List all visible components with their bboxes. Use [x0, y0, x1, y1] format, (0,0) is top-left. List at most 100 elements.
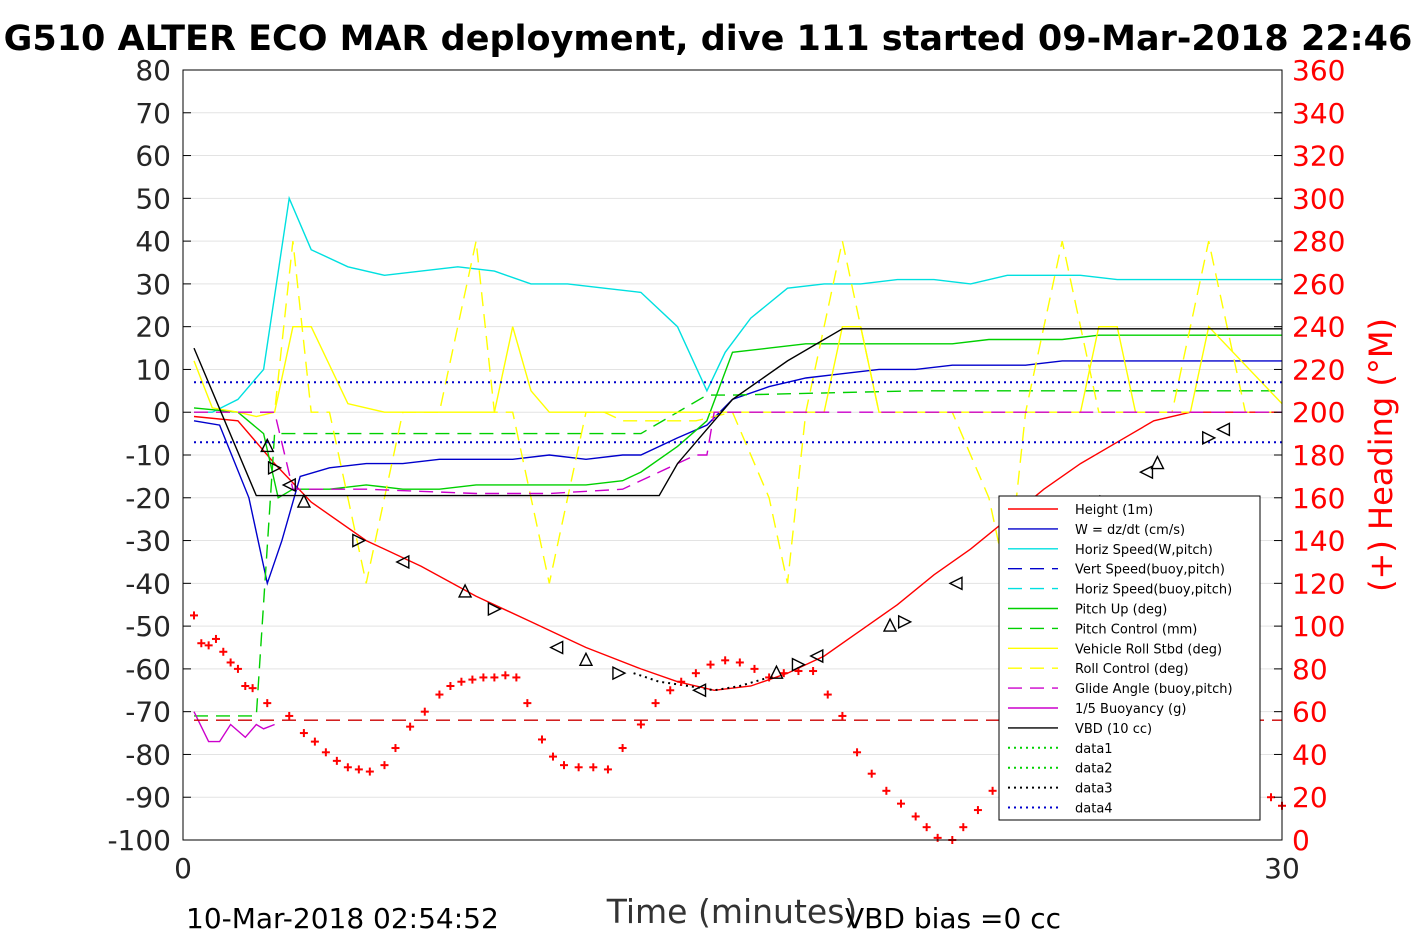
left-tick-label: 70	[135, 97, 171, 130]
event-marker	[352, 533, 367, 548]
left-tick-label: -90	[125, 781, 171, 814]
heading-point	[446, 682, 455, 690]
heading-point	[299, 729, 308, 738]
legend-label: Horiz Speed(W,pitch)	[1075, 543, 1213, 558]
heading-point	[457, 677, 466, 686]
left-tick-label: -10	[125, 439, 171, 472]
x-axis-label: Time (minutes)	[606, 892, 858, 931]
heading-point	[559, 761, 568, 770]
heading-point	[365, 767, 374, 776]
right-tick-label: 120	[1292, 567, 1345, 600]
right-tick-label: 0	[1292, 824, 1310, 857]
heading-point	[204, 641, 213, 650]
left-tick-label: -30	[125, 525, 171, 558]
legend-label: data1	[1075, 742, 1113, 757]
heading-point	[211, 634, 220, 643]
legend-label: 1/5 Buoyancy (g)	[1075, 702, 1186, 717]
legend-label: data4	[1075, 802, 1113, 817]
legend-label: Horiz Speed(buoy,pitch)	[1075, 583, 1232, 598]
heading-point	[391, 744, 400, 753]
event-marker	[1138, 464, 1154, 480]
heading-point	[354, 765, 363, 774]
event-marker	[395, 554, 410, 570]
heading-point	[882, 786, 891, 795]
left-tick-label: -40	[125, 567, 171, 600]
left-tick-label: 30	[135, 268, 171, 301]
heading-point	[823, 690, 832, 699]
event-marker	[897, 614, 913, 629]
right-tick-label: 300	[1292, 182, 1345, 215]
heading-point	[618, 744, 627, 753]
legend-box	[998, 495, 1261, 821]
legend-label: Vehicle Roll Stbd (deg)	[1075, 642, 1222, 657]
right-tick-label: 320	[1292, 140, 1345, 173]
left-tick-label: 80	[135, 54, 171, 87]
heading-point	[479, 673, 488, 682]
right-tick-label: 360	[1292, 54, 1345, 87]
x-axis-ticks: 0 30	[174, 832, 1300, 885]
chart-title: G510 ALTER ECO MAR deployment, dive 111 …	[4, 19, 1413, 59]
right-tick-label: 100	[1292, 610, 1345, 643]
event-marker	[1150, 454, 1165, 470]
right-tick-label: 160	[1292, 482, 1345, 515]
left-tick-label: 10	[135, 353, 171, 386]
legend-label: Pitch Up (deg)	[1075, 603, 1167, 618]
event-marker	[457, 583, 473, 598]
left-tick-label: -50	[125, 610, 171, 643]
heading-point	[523, 699, 532, 708]
left-tick-label: -20	[125, 482, 171, 515]
right-tick-label: 20	[1292, 781, 1328, 814]
heading-point	[779, 669, 788, 678]
heading-point	[933, 833, 942, 842]
legend-label: Height (1m)	[1075, 503, 1153, 518]
heading-point	[636, 720, 645, 729]
series-line	[193, 360, 1282, 586]
right-tick-label: 240	[1292, 311, 1345, 344]
heading-point	[765, 673, 774, 682]
x-tick-label: 0	[174, 852, 192, 885]
heading-point	[574, 763, 583, 772]
heading-point	[197, 639, 206, 648]
legend-label: Pitch Control (mm)	[1075, 622, 1197, 637]
series-line	[193, 328, 1282, 497]
heading-point	[651, 699, 660, 708]
heading-point	[219, 647, 228, 656]
left-tick-label: -100	[107, 824, 171, 857]
event-marker	[791, 657, 807, 672]
event-marker	[296, 493, 312, 508]
heading-point	[988, 786, 997, 795]
heading-point	[490, 673, 499, 682]
legend-label: data2	[1075, 762, 1113, 777]
legend-label: Vert Speed(buoy,pitch)	[1075, 563, 1225, 578]
series-line	[193, 711, 275, 743]
heading-point	[538, 735, 547, 744]
event-marker	[948, 576, 963, 591]
heading-point	[468, 675, 477, 684]
x-tick-label: 30	[1264, 852, 1300, 885]
right-tick-label: 40	[1292, 738, 1328, 771]
series-line	[194, 195, 1282, 413]
heading-point	[853, 748, 862, 757]
series-line	[194, 411, 1282, 495]
heading-point	[973, 806, 982, 815]
heading-point	[677, 677, 686, 686]
heading-point	[735, 658, 744, 667]
right-tick-label: 60	[1292, 696, 1328, 729]
right-tick-label: 340	[1292, 97, 1345, 130]
event-marker	[487, 601, 502, 617]
event-marker	[769, 664, 784, 679]
heading-point	[721, 656, 730, 665]
heading-point	[226, 658, 235, 667]
heading-point	[911, 812, 920, 821]
left-tick-label: 20	[135, 311, 171, 344]
heading-point	[321, 748, 330, 757]
heading-point	[959, 823, 968, 832]
legend-items: Height (1m) W = dz/dt (cm/s) Horiz Speed(W…	[1008, 503, 1233, 817]
series-line	[193, 334, 1282, 499]
heading-point	[420, 707, 429, 716]
heading-point	[310, 737, 319, 746]
left-axis-ticks: 80 70 60 50 40 30 20 10 0 -10 -20 -30 -40 -50 -60 -70 -8…	[107, 54, 191, 857]
heading-point	[706, 660, 715, 669]
event-marker	[612, 666, 627, 681]
